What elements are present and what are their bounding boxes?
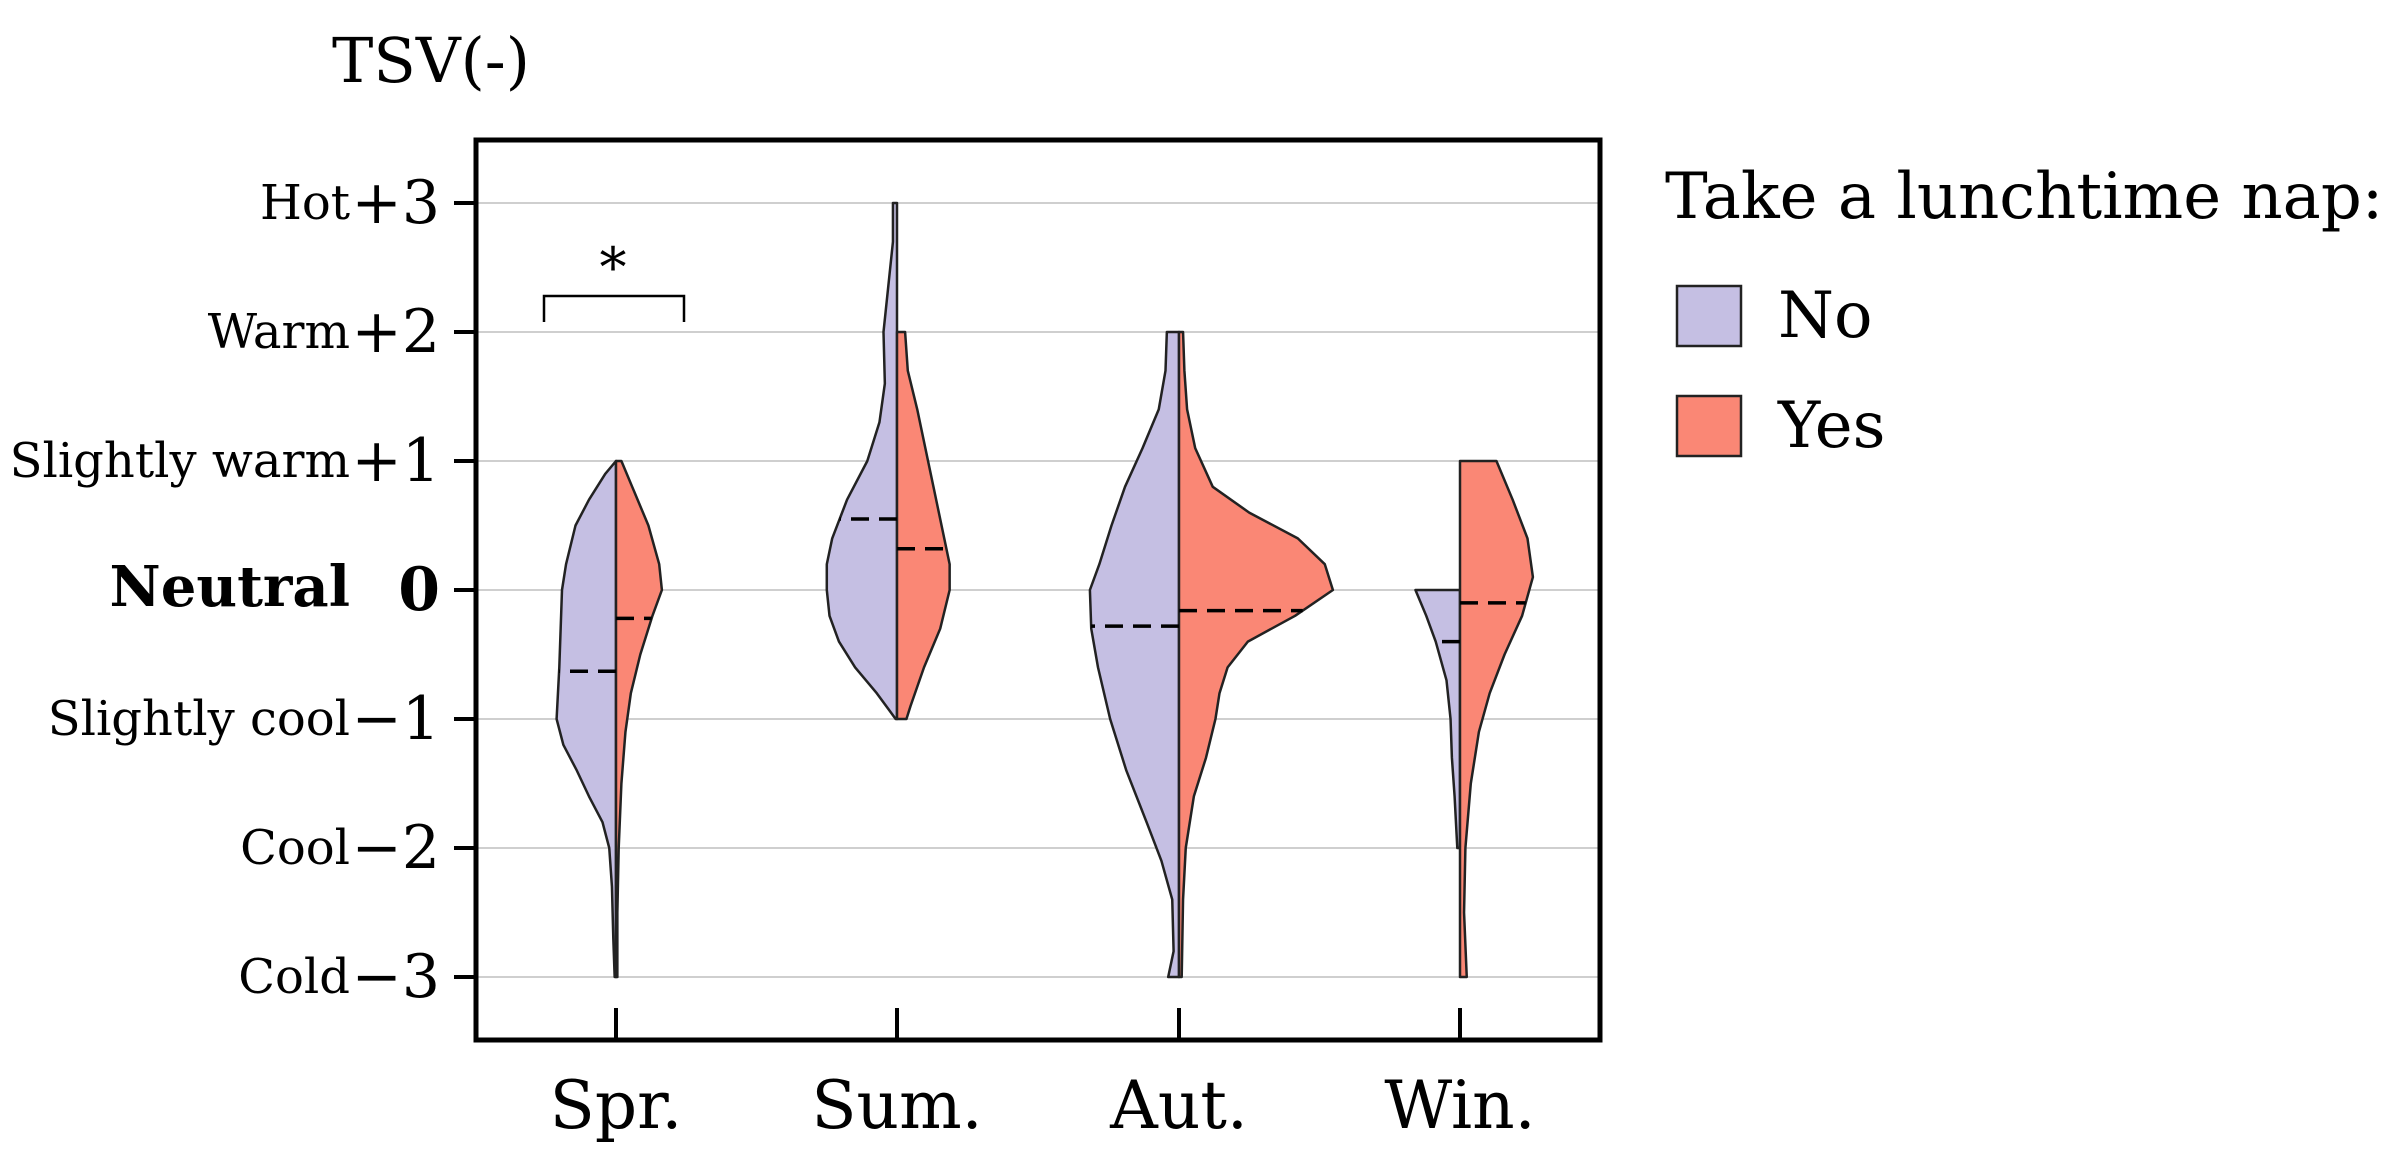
mean-lines: [559, 517, 1526, 674]
legend-title: Take a lunchtime nap:: [1665, 160, 2383, 234]
y-tick-number: −1: [352, 684, 440, 754]
x-tick-label: Spr.: [550, 1067, 683, 1144]
x-tick-label: Aut.: [1109, 1067, 1248, 1144]
violin-yes-win: [1458, 459, 1535, 979]
y-tick-number: −2: [352, 813, 440, 883]
violin-no-aut: [1088, 330, 1181, 979]
violin-yes-aut: [1177, 330, 1335, 979]
y-tick-label: Slightly warm: [10, 433, 350, 489]
y-tick-label: Warm: [208, 304, 350, 360]
y-axis-label: TSV(-): [332, 24, 530, 97]
violin-yes-spr: [614, 459, 664, 979]
x-axis: Spr. Sum. Aut. Win.: [550, 1008, 1536, 1144]
significance-bracket: [542, 294, 686, 322]
y-tick-number: 0: [398, 555, 440, 625]
y-tick-number: +2: [352, 297, 440, 367]
y-tick-label: Hot: [260, 175, 350, 231]
x-tick-label: Win.: [1384, 1067, 1535, 1144]
gridlines: [476, 202, 1600, 978]
legend-swatch: [1675, 394, 1743, 458]
violin-yes-sum: [895, 330, 951, 721]
x-tick-label: Sum.: [811, 1067, 982, 1144]
legend-items: No Yes: [1675, 279, 1885, 463]
y-tick-label: Cold: [238, 949, 350, 1005]
violin-no-win: [1414, 588, 1462, 850]
y-tick-label: Slightly cool: [48, 691, 350, 747]
violin-no-spr: [555, 459, 618, 979]
y-tick-label: Neutral: [110, 554, 350, 620]
significance-annotations: *: [542, 236, 686, 322]
y-tick-label: Cool: [240, 820, 350, 876]
violins: [555, 201, 1535, 979]
y-tick-number: +3: [352, 168, 440, 238]
legend-label: No: [1778, 279, 1873, 353]
significance-star: *: [600, 236, 627, 299]
legend: Take a lunchtime nap: No Yes: [1665, 160, 2383, 463]
legend-swatch: [1675, 284, 1743, 348]
y-tick-number: +1: [352, 426, 440, 496]
violin-no-sum: [825, 201, 899, 721]
legend-label: Yes: [1777, 389, 1885, 463]
y-tick-number: −3: [352, 942, 440, 1012]
